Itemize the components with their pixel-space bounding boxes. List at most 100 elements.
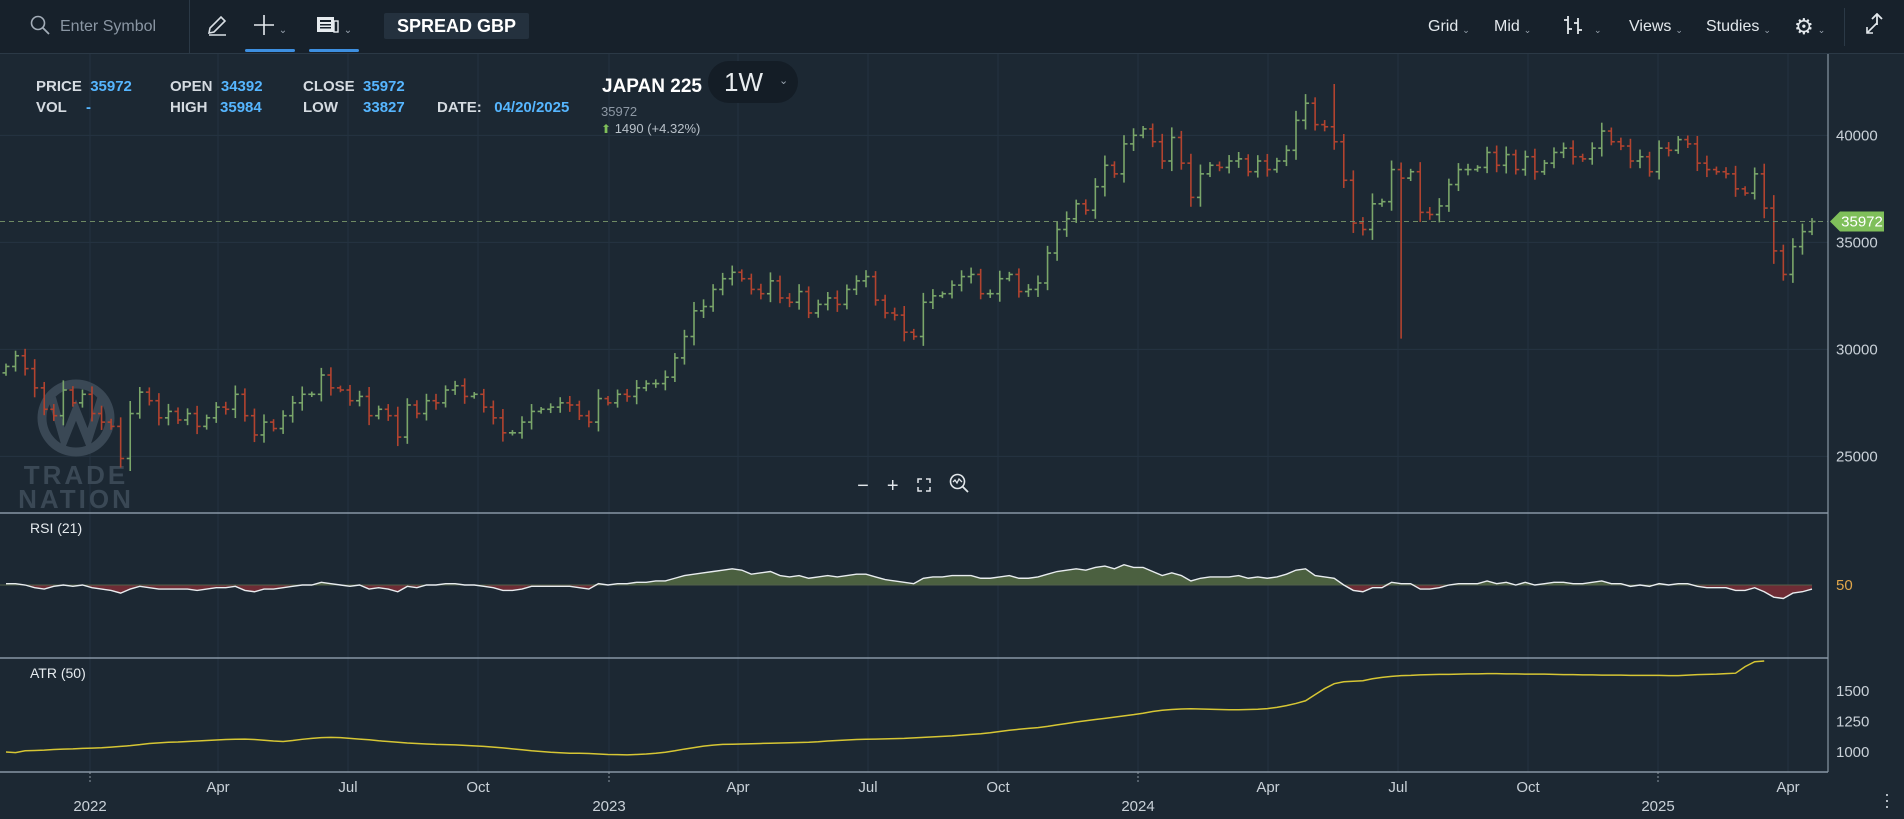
- ohlc-bar: [1330, 83, 1338, 150]
- ohlc-bar: [413, 400, 421, 419]
- ohlc-bar: [480, 388, 488, 413]
- ohlc-bar: [757, 283, 765, 300]
- ohlc-bar: [1454, 163, 1462, 192]
- ohlc-bar: [1149, 123, 1157, 148]
- time-tick-label: Apr: [1256, 779, 1279, 796]
- ohlc-bar: [528, 404, 536, 430]
- ohlc-bar: [1560, 142, 1568, 159]
- rsi-tick-label: 50: [1836, 577, 1853, 594]
- atr-line: [5, 660, 1765, 756]
- time-tick-label: Oct: [466, 779, 490, 796]
- ohlc-bar: [1712, 166, 1720, 175]
- ohlc-bar: [1741, 186, 1749, 196]
- ohlc-bar: [1015, 268, 1023, 298]
- last-price: 35972: [601, 104, 638, 119]
- gear-icon: ⚙: [1794, 14, 1814, 39]
- ohlc-bar: [805, 286, 813, 319]
- ohlc-bar: [1005, 271, 1013, 282]
- crosshair-tool-button[interactable]: ⌄: [245, 0, 295, 54]
- ohlc-bar: [1368, 193, 1376, 240]
- views-menu-label: Views: [1629, 18, 1672, 35]
- low-field: LOW 33827: [303, 99, 405, 116]
- news-button[interactable]: ⌄: [309, 0, 359, 54]
- ohlc-bar: [1349, 170, 1357, 233]
- watermark-logo-mark: [48, 394, 106, 453]
- ohlc-bar: [155, 393, 163, 426]
- time-tick-label: Jul: [1388, 779, 1407, 796]
- ohlc-bar: [690, 301, 698, 346]
- ohlc-bar: [967, 267, 975, 284]
- ohlc-bar: [833, 290, 841, 312]
- chart-type-menu[interactable]: ⌄: [1562, 0, 1602, 54]
- ohlc-bar: [1053, 221, 1061, 261]
- ohlc-bar: [470, 392, 478, 399]
- ohlc-bar: [1206, 162, 1214, 178]
- ohlc-bar: [2, 363, 10, 376]
- rsi-pane-label: RSI (21): [30, 520, 83, 536]
- ohlc-bar: [1607, 127, 1615, 146]
- ohlc-bar: [403, 398, 411, 444]
- ohlc-bar: [1684, 135, 1692, 148]
- studies-menu-label: Studies: [1706, 18, 1760, 35]
- ohlc-bar: [747, 273, 755, 295]
- ohlc-bar: [1263, 153, 1271, 177]
- views-menu[interactable]: Views ⌄: [1629, 0, 1683, 54]
- settings-button[interactable]: ⚙ ⌄: [1794, 0, 1825, 54]
- ohlc-bar: [50, 404, 58, 421]
- ohlc-bar: [1340, 134, 1348, 188]
- time-tick-label: Jul: [858, 779, 877, 796]
- more-options-icon[interactable]: · · ·: [1884, 784, 1890, 816]
- ohlc-bar: [709, 284, 717, 312]
- zoom-in-icon[interactable]: +: [886, 474, 899, 497]
- ohlc-bar: [126, 401, 134, 472]
- ohlc-bar: [365, 386, 373, 426]
- time-tick-label: Oct: [986, 779, 1010, 796]
- ohlc-bar: [1770, 195, 1778, 264]
- ohlc-bar: [1540, 159, 1548, 175]
- draw-tool-button[interactable]: [200, 0, 234, 54]
- account-mode-label: SPREAD GBP: [384, 13, 530, 39]
- ohlc-bar: [872, 271, 880, 306]
- ohlc-bar: [212, 402, 220, 423]
- watermark-text: NATION: [18, 484, 134, 514]
- ohlc-bar: [814, 299, 822, 318]
- zoom-reset-icon[interactable]: [949, 473, 969, 499]
- ohlc-bar: [164, 403, 172, 426]
- ohlc-bar: [69, 386, 77, 407]
- studies-menu[interactable]: Studies ⌄: [1706, 0, 1771, 54]
- ohlc-bar: [21, 348, 29, 376]
- ohlc-bar: [31, 359, 39, 398]
- ohlc-bar: [910, 328, 918, 340]
- price-mode-menu[interactable]: Mid ⌄: [1494, 0, 1531, 54]
- ohlc-bar: [1445, 178, 1453, 212]
- ohlc-bar: [881, 294, 889, 319]
- ohlc-bar: [442, 385, 450, 408]
- atr-tick-label: 1000: [1836, 744, 1869, 761]
- ohlc-bar: [489, 400, 497, 425]
- export-button[interactable]: [1860, 0, 1884, 54]
- timeframe-label: 1W: [724, 66, 763, 97]
- ohlc-bar: [996, 270, 1004, 302]
- ohlc-bar: [1397, 162, 1405, 339]
- rsi-line: [6, 564, 1813, 600]
- timeframe-selector[interactable]: 1W ⌄: [708, 61, 798, 103]
- ohlc-bar: [556, 397, 564, 413]
- ohlc-bar: [1158, 133, 1166, 169]
- ohlc-bar: [1617, 137, 1625, 151]
- ohlc-bar: [1091, 178, 1099, 219]
- symbol-search[interactable]: [0, 0, 200, 54]
- ohlc-bar: [1512, 149, 1520, 175]
- ohlc-bar: [1665, 142, 1673, 157]
- ohlc-bar: [633, 380, 641, 405]
- ohlc-bar: [1579, 153, 1587, 162]
- search-input[interactable]: [60, 18, 200, 36]
- ohlc-bar: [1187, 153, 1195, 207]
- ohlc-bar: [1082, 199, 1090, 215]
- grid-menu[interactable]: Grid ⌄: [1428, 0, 1470, 54]
- ohlc-bar: [231, 385, 239, 419]
- zoom-out-icon[interactable]: −: [857, 474, 869, 497]
- ohlc-bar: [1225, 155, 1233, 174]
- fit-icon[interactable]: [917, 475, 931, 498]
